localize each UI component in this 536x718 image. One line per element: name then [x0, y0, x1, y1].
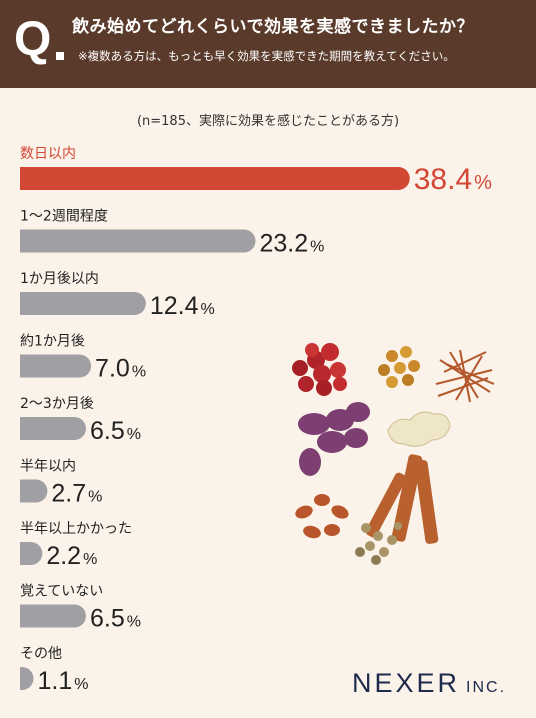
category-label: 半年以上かかった [20, 521, 132, 537]
question-title: 飲み始めてどれくらいで効果を実感できましたか？ [72, 17, 474, 37]
value-label: 6.5% [90, 417, 141, 445]
ginger-root-illustration [387, 411, 451, 447]
company-logo-name: NEXER [352, 668, 461, 698]
bar [20, 604, 86, 628]
dried-seeds-illustration [295, 494, 349, 539]
bar [20, 542, 43, 565]
category-label: 半年以内 [20, 459, 76, 475]
bar [20, 479, 48, 503]
question-mark-dot [56, 52, 64, 60]
category-label: 数日以内 [20, 146, 76, 162]
cinnamon-sticks-illustration [365, 454, 439, 544]
category-label: 約1か月後 [20, 334, 85, 350]
bar [20, 292, 146, 315]
question-mark-label: Q [14, 13, 52, 66]
purple-beans-illustration [298, 402, 370, 476]
question-note: ※複数ある方は、もっとも早く効果を実感できた期間を教えてください。 [78, 49, 455, 63]
category-label: 1か月後以内 [20, 271, 99, 287]
category-label: 覚えていない [20, 584, 103, 600]
mixed-grains-illustration [355, 522, 402, 565]
bar [20, 229, 256, 253]
bar [20, 417, 86, 440]
category-label: 1〜2週間程度 [20, 209, 108, 225]
bar [20, 667, 34, 690]
company-logo-suffix: INC. [466, 679, 507, 696]
herb-strands-illustration [435, 349, 495, 403]
goji-berries-illustration [292, 343, 347, 396]
dried-berries-illustration [378, 346, 420, 388]
category-label: 2〜3か月後 [20, 396, 94, 412]
bar [20, 354, 92, 378]
question-header: Q 飲み始めてどれくらいで効果を実感できましたか？ ※複数ある方は、もっとも早く… [0, 0, 536, 88]
sample-size-note: (n=185、実際に効果を感じたことがある方) [136, 114, 400, 129]
category-label: その他 [20, 646, 62, 662]
company-logo: NEXER INC. [352, 668, 506, 699]
bar [20, 167, 410, 190]
